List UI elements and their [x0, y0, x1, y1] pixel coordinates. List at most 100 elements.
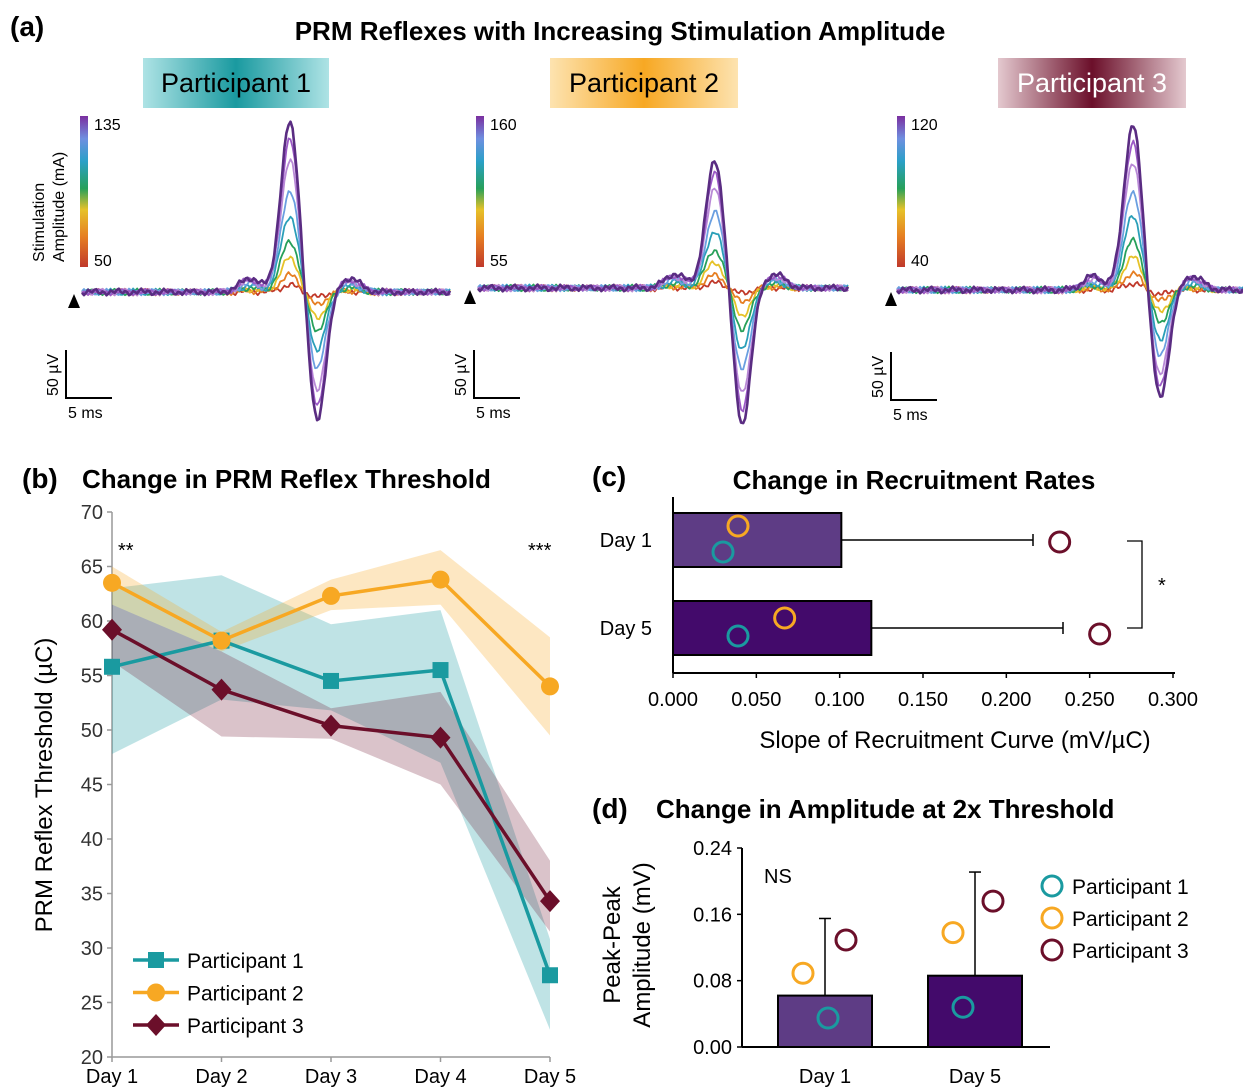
data-point-diamond — [430, 726, 451, 749]
data-point-circle — [212, 631, 231, 650]
participant-point — [726, 514, 750, 538]
legend-marker — [1040, 906, 1064, 930]
participant-point — [791, 961, 815, 985]
participant-point — [941, 921, 965, 945]
x-tick-label: Day 1 — [86, 1066, 138, 1088]
y-tick-label: 35 — [81, 884, 103, 906]
data-point-circle — [431, 570, 450, 589]
y-tick-label: 55 — [81, 666, 103, 688]
significance-marker: ** — [118, 540, 134, 562]
legend-marker — [1040, 874, 1064, 898]
x-tick-label: 0.250 — [1065, 689, 1115, 711]
bar — [777, 994, 873, 1049]
x-tick-label: 0.200 — [981, 689, 1031, 711]
x-tick-label: 0.150 — [898, 689, 948, 711]
emg-trace — [896, 189, 1243, 358]
x-tick-label: 0.100 — [815, 689, 865, 711]
participant-point — [1048, 530, 1072, 554]
y-tick-label: 20 — [81, 1047, 103, 1069]
scale-bar — [473, 350, 520, 399]
legend-marker — [146, 1014, 166, 1036]
x-tick-label: Day 2 — [195, 1066, 247, 1088]
legend-label: Participant 2 — [187, 983, 304, 1006]
scale-bar-voltage-label: 50 µV — [453, 354, 470, 396]
data-point-square — [104, 658, 120, 675]
emg-trace — [895, 125, 1243, 399]
bar — [672, 512, 843, 568]
participant-label-box — [550, 58, 738, 108]
legend-marker — [1040, 938, 1064, 962]
colorbar-min-label: 50 — [94, 253, 112, 270]
emg-trace — [477, 160, 850, 425]
category-label: Day 5 — [949, 1066, 1001, 1088]
colorbar — [80, 116, 88, 267]
legend-label: Participant 1 — [1072, 876, 1189, 899]
panel-a: Participant 1 135 50 5 ms 50 µV Participant 2… — [31, 58, 1243, 425]
y-tick-label: 40 — [81, 829, 103, 851]
significance-marker: * — [1158, 575, 1166, 597]
participant-label: Participant 3 — [1017, 68, 1167, 98]
stimulus-arrow — [885, 292, 897, 306]
panel-d-letter: (d) — [592, 793, 628, 824]
data-point-diamond — [102, 618, 122, 641]
panel-d: 0.00 0.08 0.16 0.24 Peak-Peak Amplitude (mV) D… — [599, 838, 1189, 1088]
scale-bar-voltage-label: 50 µV — [45, 354, 62, 396]
participant-point — [981, 889, 1005, 913]
colorbar — [897, 116, 905, 267]
category-label: Day 1 — [799, 1066, 851, 1088]
legend-label: Participant 3 — [187, 1015, 304, 1038]
x-tick-label: 0.050 — [731, 689, 781, 711]
y-tick-label: 0.08 — [693, 971, 732, 993]
data-point-circle — [541, 677, 559, 696]
panel-c-title: Change in Recruitment Rates — [733, 465, 1096, 495]
participant-point — [951, 995, 975, 1019]
legend-label: Participant 3 — [1072, 940, 1189, 963]
bar — [927, 974, 1023, 1048]
panel-b-title: Change in PRM Reflex Threshold — [82, 464, 491, 494]
stimulus-arrow — [464, 290, 476, 304]
colorbar — [476, 116, 484, 267]
scale-bar — [65, 350, 112, 399]
data-point-square — [323, 672, 339, 689]
emg-trace — [81, 120, 452, 422]
legend-marker — [148, 952, 164, 968]
y-tick-label: 0.00 — [693, 1037, 732, 1059]
x-tick-label: 0.000 — [648, 689, 698, 711]
category-label: Day 1 — [600, 530, 652, 552]
colorbar-axis-label: Stimulation Amplitude (mA) — [31, 152, 68, 262]
y-tick-label: 45 — [81, 775, 103, 797]
x-tick-label: Day 4 — [414, 1066, 466, 1088]
data-point-circle — [322, 586, 340, 605]
participant-point — [711, 540, 735, 564]
participant-label-box — [998, 58, 1186, 108]
legend-marker — [147, 983, 165, 1002]
panel-c: 0.000 0.050 0.100 0.150 0.200 0.250 0.300 Slope… — [600, 497, 1198, 754]
y-axis-label-line: Peak-Peak — [599, 885, 626, 1003]
panel-a-title: PRM Reflexes with Increasing Stimulation… — [295, 16, 946, 46]
panel-d-title: Change in Amplitude at 2x Threshold — [656, 794, 1114, 824]
panel-c-letter: (c) — [592, 461, 626, 492]
data-point-circle — [103, 573, 121, 592]
data-point-square — [542, 967, 558, 984]
panel-b: 20 25 30 35 40 45 50 55 60 65 70 Day 1 Day 2 Day 3 Day… — [31, 502, 576, 1088]
data-point-diamond — [321, 714, 341, 737]
x-tick-label: Day 5 — [524, 1066, 576, 1088]
confidence-band — [112, 550, 550, 736]
y-tick-label: 65 — [81, 557, 103, 579]
y-axis-label: Peak-Peak Amplitude (mV) — [599, 862, 656, 1027]
significance-bracket — [1127, 540, 1143, 629]
significance-marker: *** — [528, 540, 552, 562]
scale-bar-time-label: 5 ms — [476, 405, 511, 422]
legend-label: Participant 2 — [1072, 908, 1189, 931]
scale-bar-time-label: 5 ms — [893, 407, 928, 424]
x-tick-label: Day 3 — [305, 1066, 357, 1088]
participant-label: Participant 2 — [569, 68, 719, 98]
y-tick-label: 50 — [81, 720, 103, 742]
colorbar-min-label: 40 — [911, 253, 929, 270]
colorbar-max-label: 120 — [911, 117, 938, 134]
annotation-ns: NS — [764, 866, 792, 888]
y-tick-label: 0.16 — [693, 904, 732, 926]
y-tick-label: 60 — [81, 611, 103, 633]
data-point-diamond — [211, 678, 232, 701]
y-tick-label: 25 — [81, 993, 103, 1015]
